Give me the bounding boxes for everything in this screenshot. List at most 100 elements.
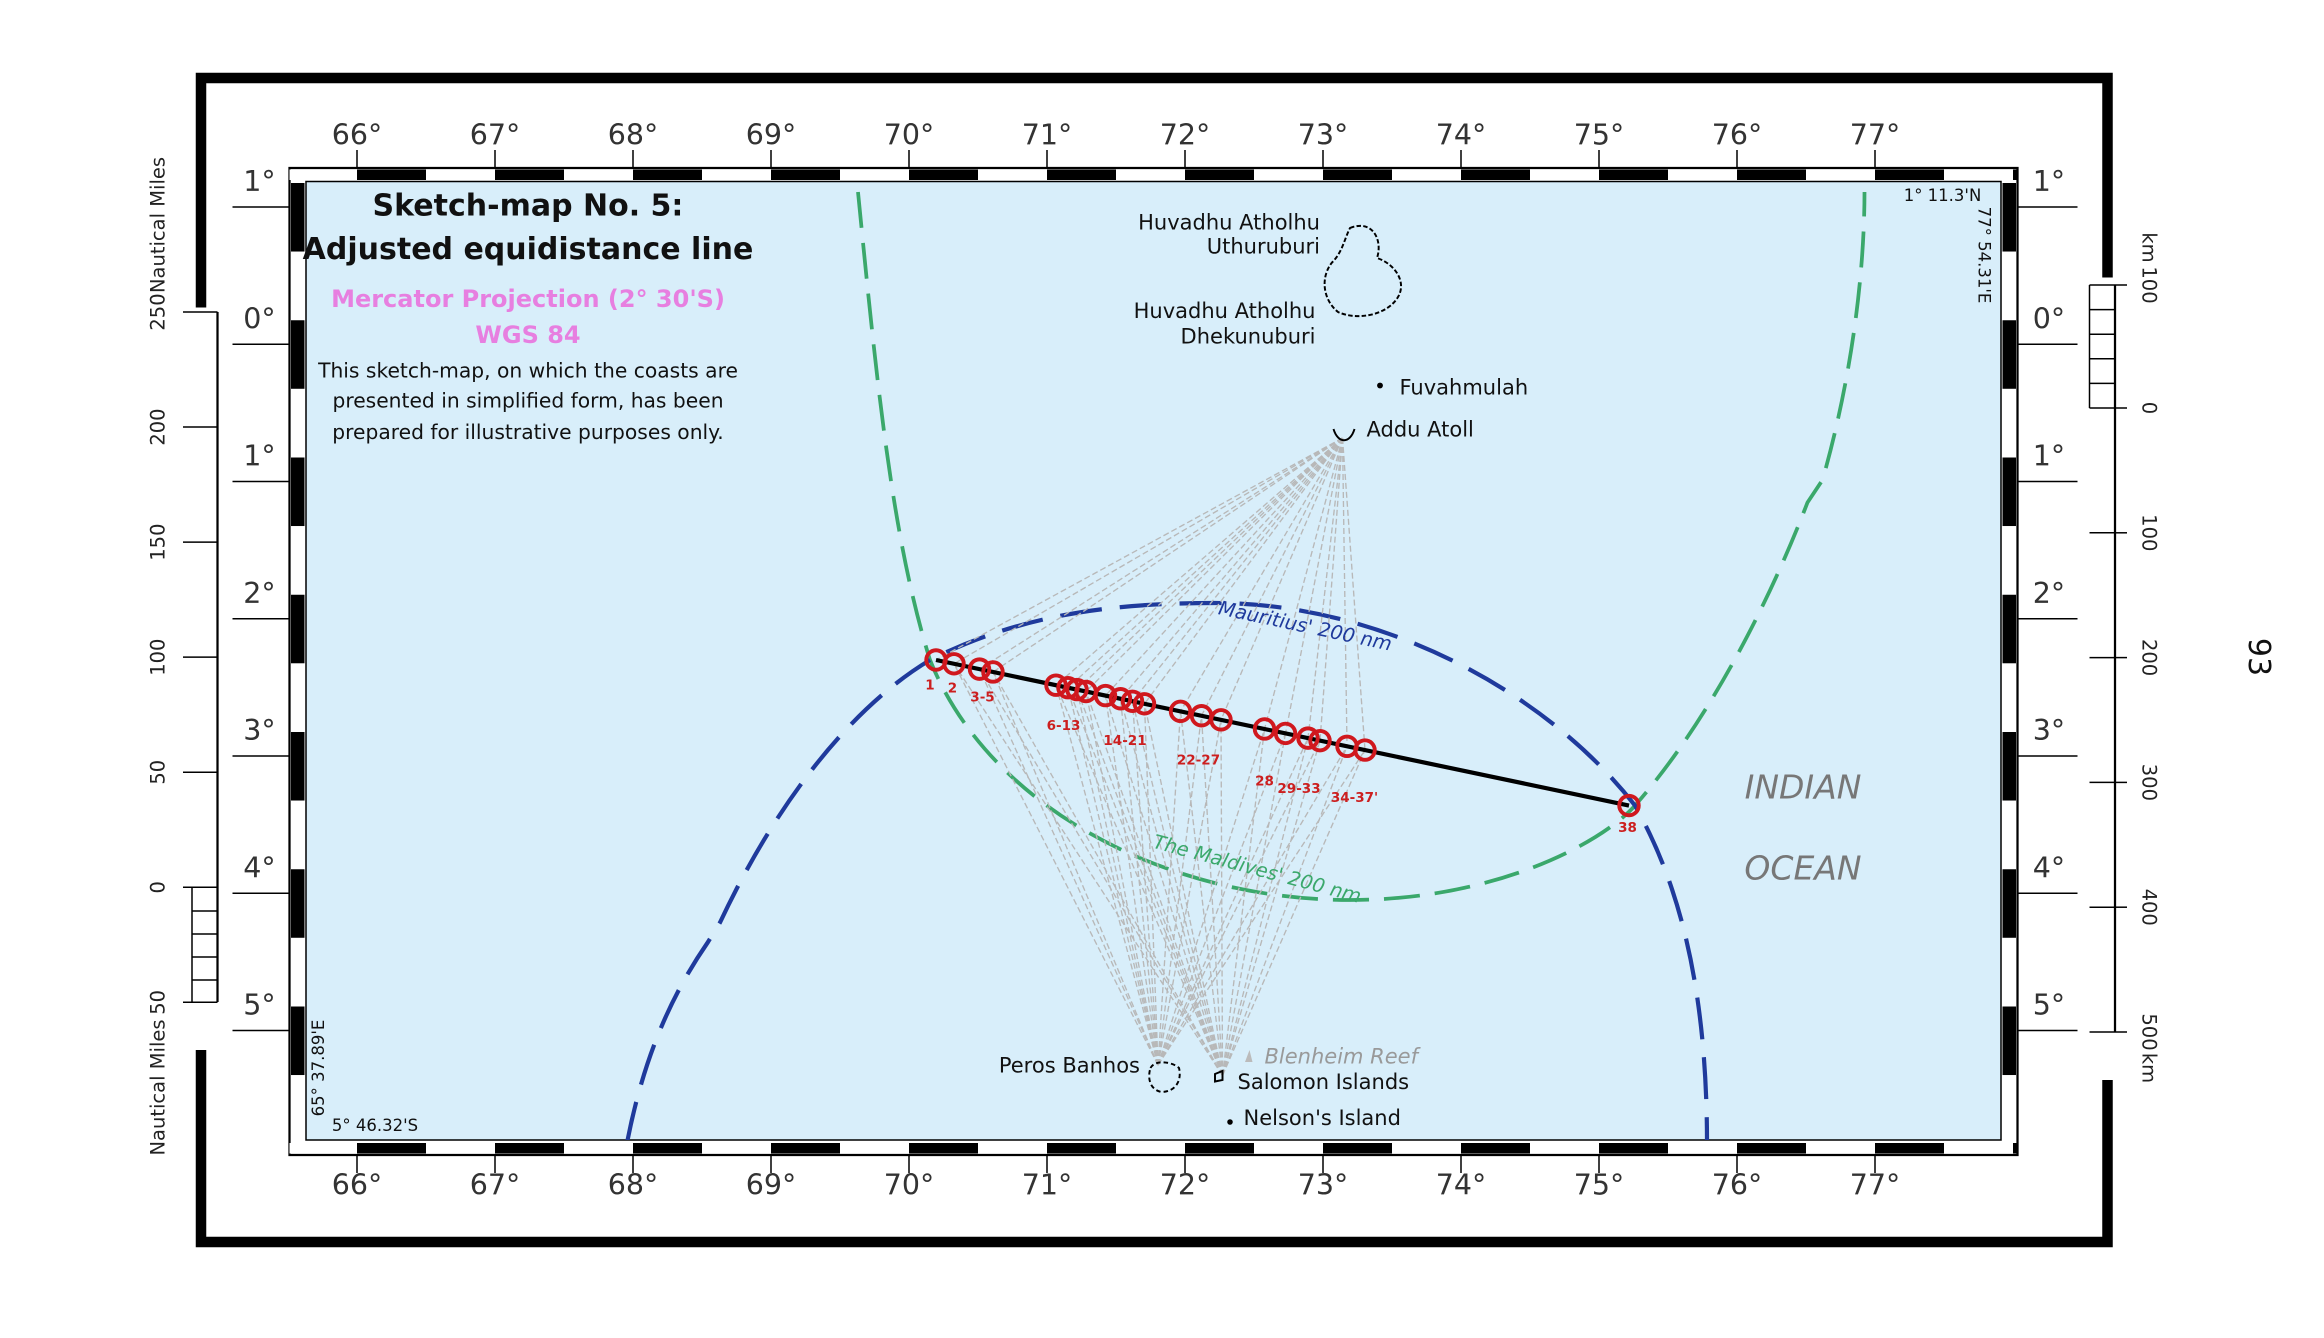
scale-unit: km [2138,232,2161,262]
scale-label: 0 [2138,402,2161,414]
longitude-label: 70° [884,1169,935,1202]
scale-label: 100 [147,639,170,676]
construction-line [1119,698,1224,1076]
construction-line [992,671,1224,1076]
turning-point [942,652,966,676]
frame-block [1737,1143,1807,1154]
frame-block [978,1143,1048,1154]
frame-block [2002,732,2017,801]
latitude-label: 0° [2033,302,2065,335]
place-label: Dhekunuburi [1181,325,1316,349]
turning-point [1273,721,1298,746]
frame-block [357,1143,427,1154]
ocean-label: INDIAN [1745,768,1862,807]
frame-block [2002,594,2017,664]
latitude-label: 3° [243,714,275,747]
outer-frame [195,72,2113,1248]
mauritius-200nm-limit [625,600,1710,1140]
construction-line [1221,733,1287,1076]
scale-label: 0 [147,881,170,893]
longitude-label: 74° [1436,1169,1487,1202]
construction-line [1341,437,1348,747]
frame-block [2002,526,2017,595]
construction-line [1341,437,1366,751]
scale-label: 400 [2138,889,2161,926]
turning-point [1617,793,1641,818]
frame-block [1323,169,1393,180]
frame-block [1806,169,1876,180]
latitude-label: 2° [243,577,275,610]
frame-block [1254,1143,1324,1154]
page-number: 93 [2241,638,2276,676]
longitude-label: 67° [470,119,521,152]
frame-edges [289,169,2018,1154]
frame-block [633,169,703,180]
construction-line [1055,437,1343,686]
corner-coordinate: 1° 11.3'N [1904,186,1982,205]
corner-coordinate: 65° 37.89'E [309,1020,328,1117]
frame-block [291,594,305,664]
frame-block [291,1006,305,1076]
construction-line [935,437,1343,661]
frame-block [291,320,305,389]
construction-line [1319,437,1344,741]
construction-line [1067,687,1159,1066]
turning-point-label: 28 [1255,774,1274,790]
note-line: presented in simplified form, has been [332,389,723,413]
construction-line [1220,719,1224,1076]
frame-block [426,169,496,180]
scale-label: 200 [147,408,170,445]
frame-block [1944,169,2014,180]
construction-line [1131,701,1224,1076]
salomon-atoll [1214,1069,1224,1083]
frame-block [2002,1075,2017,1140]
frame-block [564,169,634,180]
turning-point [1108,687,1133,711]
frame-block [291,1075,305,1140]
construction-line [1221,728,1266,1076]
scale-unit: km [2138,1053,2161,1083]
scale-label: 500 [2138,1013,2161,1050]
longitude-label: 71° [1022,1169,1073,1202]
construction-line [1220,437,1344,721]
frame-block [840,169,910,180]
construction-line [1157,733,1287,1066]
frame-block [291,732,305,801]
latitude-label: 1° [2033,440,2065,473]
construction-line [1200,437,1344,717]
construction-line [1221,746,1348,1076]
construction-line [1131,701,1159,1066]
frame-block [1806,1143,1876,1154]
latitude-label: 4° [2033,851,2065,884]
longitude-label: 69° [746,119,797,152]
turning-point-label: 2 [948,681,957,697]
longitude-label: 72° [1160,1169,1211,1202]
construction-line [1055,685,1159,1066]
frame-block [2002,320,2017,389]
frame-block [1668,169,1738,180]
turning-point [1120,689,1145,713]
longitude-label: 70° [884,119,935,152]
frame-block [1599,169,1669,180]
frame-block [2013,1143,2018,1154]
frame-block [2002,800,2017,870]
projection: Mercator Projection (2° 30'S) [331,285,725,313]
construction-line [1119,437,1344,700]
frame-block [2002,1006,2017,1076]
turning-point [1132,692,1157,716]
scale-label: 250 [147,293,170,330]
frame-block [1047,169,1117,180]
scale-label: 50 [147,990,170,1015]
latitude-label: 2° [2033,577,2065,610]
construction-line [1067,437,1343,689]
frame-block [771,169,841,180]
turning-point-label: 1 [925,678,934,694]
construction-line [1157,715,1203,1066]
corner-coordinate: 5° 46.32'S [332,1116,418,1135]
place-label: Nelson's Island [1244,1106,1401,1130]
frame-block [2002,181,2017,183]
frame-block [2002,663,2017,732]
longitude-label: 67° [470,1169,521,1202]
turning-point-label: 14-21 [1103,733,1146,749]
